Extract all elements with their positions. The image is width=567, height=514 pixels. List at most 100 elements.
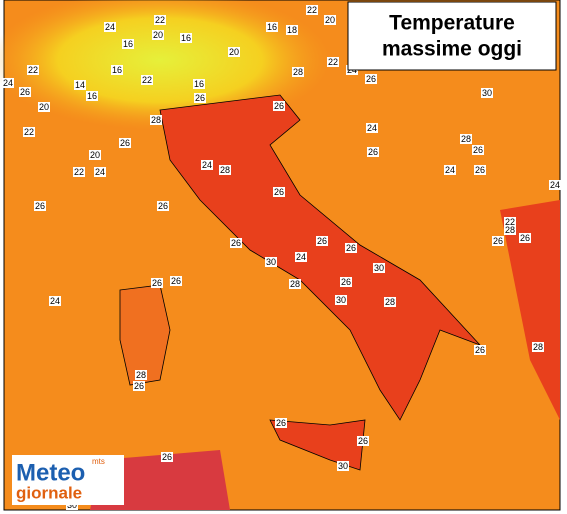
temperature-label: 28 <box>136 370 146 380</box>
label-bg <box>180 33 192 43</box>
label-bg <box>444 165 456 175</box>
temperature-label: 26 <box>134 381 144 391</box>
temperature-label: 26 <box>274 101 284 111</box>
temperature-label: 22 <box>142 75 152 85</box>
temperature-label: 16 <box>123 39 133 49</box>
alps-cool-zone <box>0 0 330 130</box>
label-bg <box>161 452 173 462</box>
temperature-label: 26 <box>152 278 162 288</box>
temperature-label: 28 <box>533 342 543 352</box>
label-bg <box>157 201 169 211</box>
label-bg <box>219 165 231 175</box>
temperature-label: 24 <box>296 252 306 262</box>
label-bg <box>193 79 205 89</box>
label-bg <box>549 180 561 190</box>
label-bg <box>373 263 385 273</box>
label-bg <box>292 67 304 77</box>
label-bg <box>122 39 134 49</box>
sicily <box>269 419 366 471</box>
temperature-label: 16 <box>112 65 122 75</box>
label-bg <box>38 102 50 112</box>
label-bg <box>201 160 213 170</box>
label-bg <box>481 88 493 98</box>
label-bg <box>335 295 347 305</box>
logo-sub: giornale <box>16 483 82 502</box>
temperature-label: 20 <box>325 15 335 25</box>
label-bg <box>286 25 298 35</box>
temperature-label: 16 <box>267 22 277 32</box>
africa-coast <box>90 450 230 510</box>
temperature-label: 20 <box>39 102 49 112</box>
label-bg <box>74 80 86 90</box>
temperature-label: 26 <box>171 276 181 286</box>
label-bg <box>384 297 396 307</box>
temperature-label: 26 <box>158 201 168 211</box>
label-bg <box>2 78 14 88</box>
temperature-label: 28 <box>220 165 230 175</box>
temperature-label: 26 <box>475 165 485 175</box>
label-bg <box>133 381 145 391</box>
balkans <box>500 200 560 420</box>
temperature-label: 26 <box>276 418 286 428</box>
title: massime oggi <box>382 38 522 61</box>
label-bg <box>295 252 307 262</box>
temperature-label: 28 <box>290 279 300 289</box>
temperature-label: 26 <box>120 138 130 148</box>
label-bg <box>306 5 318 15</box>
title-box <box>347 1 557 71</box>
temperature-label: 26 <box>493 236 503 246</box>
temperature-label: 26 <box>366 74 376 84</box>
label-bg <box>151 278 163 288</box>
label-bg <box>357 436 369 446</box>
temperature-label: 26 <box>368 147 378 157</box>
label-bg <box>104 22 116 32</box>
label-bg <box>170 276 182 286</box>
label-bg <box>519 233 531 243</box>
temperature-label: 20 <box>90 150 100 160</box>
label-bg <box>492 236 504 246</box>
temperature-label: 14 <box>75 80 85 90</box>
temperature-label: 28 <box>505 225 515 235</box>
label-bg <box>337 461 349 471</box>
temperature-label: 30 <box>336 295 346 305</box>
temperature-label: 26 <box>274 187 284 197</box>
temperature-label: 16 <box>194 79 204 89</box>
label-bg <box>289 279 301 289</box>
label-bg <box>94 167 106 177</box>
temperature-label: 26 <box>473 145 483 155</box>
label-bg <box>27 65 39 75</box>
temperature-label: 18 <box>287 25 297 35</box>
temperature-label: 22 <box>28 65 38 75</box>
label-bg <box>532 342 544 352</box>
temperature-label: 28 <box>385 297 395 307</box>
label-bg <box>324 15 336 25</box>
temperature-label: 20 <box>229 47 239 57</box>
label-bg <box>365 74 377 84</box>
temperature-label: 16 <box>87 91 97 101</box>
label-bg <box>228 47 240 57</box>
label-bg <box>111 65 123 75</box>
label-bg <box>230 238 242 248</box>
temperature-label: 22 <box>155 15 165 25</box>
title: Temperature <box>389 12 515 35</box>
label-bg <box>154 15 166 25</box>
label-bg <box>152 30 164 40</box>
temperature-label: 24 <box>105 22 115 32</box>
logo-tag: mts <box>92 457 105 466</box>
label-bg <box>135 370 147 380</box>
label-bg <box>73 167 85 177</box>
label-bg <box>275 418 287 428</box>
logo-name: Meteo <box>16 459 85 486</box>
temperature-label: 26 <box>35 201 45 211</box>
label-bg <box>472 145 484 155</box>
temperature-label: 26 <box>346 243 356 253</box>
temperature-label: 24 <box>95 167 105 177</box>
temperature-label: 24 <box>367 123 377 133</box>
label-bg <box>504 217 516 227</box>
label-bg <box>19 87 31 97</box>
temperature-label: 26 <box>20 87 30 97</box>
label-bg <box>273 187 285 197</box>
label-bg <box>273 101 285 111</box>
label-bg <box>474 165 486 175</box>
